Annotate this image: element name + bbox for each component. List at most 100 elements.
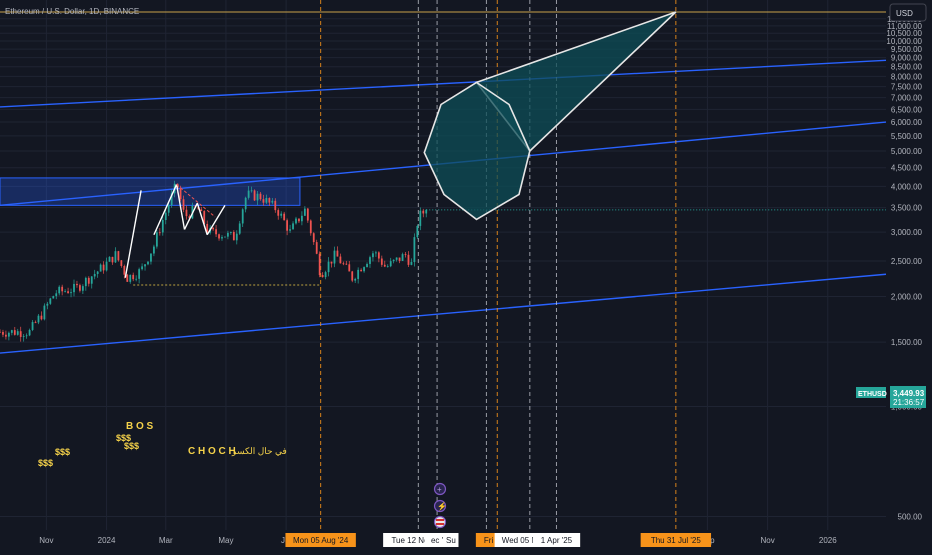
- candle-body: [309, 220, 312, 234]
- candle-body: [188, 216, 191, 219]
- projection-polygon[interactable]: [423, 81, 531, 221]
- candle-body: [46, 303, 49, 306]
- plus-icon: +: [437, 485, 442, 494]
- structure-line[interactable]: [183, 202, 198, 230]
- x-date-label: Thu 31 Jul '25: [651, 536, 702, 545]
- channel-line[interactable]: [0, 273, 887, 354]
- candle-body: [2, 331, 4, 335]
- candle-body: [218, 234, 220, 239]
- candle-body: [22, 336, 25, 337]
- candle-body: [167, 205, 170, 213]
- x-tick-label: Nov: [39, 536, 53, 545]
- structure-line[interactable]: [176, 184, 216, 218]
- x-axis[interactable]: Nov2024MarMayJulSepNov2026Mon 05 Aug '24…: [39, 533, 837, 547]
- x-date-label-box[interactable]: [640, 533, 712, 547]
- currency-label: USD: [896, 9, 913, 18]
- candle-body: [369, 257, 371, 264]
- structure-line[interactable]: [196, 202, 208, 235]
- price-tag[interactable]: ETHUSD 3,449.93 21:36:57: [856, 386, 926, 408]
- candle-body: [235, 233, 238, 241]
- liquidity-label: $$$: [124, 441, 139, 451]
- structure-lines[interactable]: [124, 184, 321, 286]
- candle-body: [315, 242, 318, 254]
- y-tick-label: 5,500.00: [891, 132, 923, 141]
- liquidity-label: $$$: [116, 433, 131, 443]
- candle-body: [298, 218, 300, 222]
- candle-body: [247, 190, 250, 198]
- structure-line[interactable]: [206, 204, 226, 236]
- candle-body: [321, 275, 324, 278]
- x-tick-label: 2026: [819, 536, 837, 545]
- y-tick-label: 1,500.00: [891, 338, 923, 347]
- candle-body: [345, 263, 348, 265]
- candle-body: [372, 253, 374, 258]
- candle-body: [158, 232, 161, 234]
- candle-body: [277, 210, 280, 216]
- x-date-label: ec ': [431, 536, 444, 545]
- candle-body: [99, 264, 102, 272]
- candle-body: [354, 278, 357, 281]
- candle-body: [377, 252, 380, 259]
- us-flag-icon[interactable]: [433, 515, 447, 529]
- y-tick-label: 10,500.00: [886, 29, 922, 38]
- candle-body: [330, 261, 333, 264]
- candle-body: [265, 198, 268, 203]
- candle-body: [120, 260, 123, 266]
- candle-body: [40, 315, 43, 320]
- candle-body: [395, 257, 398, 260]
- liquidity-label: $$$: [55, 447, 70, 457]
- candle-body: [52, 296, 55, 299]
- candle-body: [55, 293, 58, 297]
- candle-body: [419, 210, 422, 226]
- candle-body: [229, 231, 232, 233]
- candle-body: [138, 269, 141, 279]
- candle-body: [339, 256, 342, 264]
- structure-line[interactable]: [175, 184, 186, 230]
- x-tick-label: 2024: [98, 536, 116, 545]
- y-tick-label: 9,500.00: [891, 45, 923, 54]
- structure-line[interactable]: [124, 190, 142, 278]
- candle-body: [43, 305, 46, 320]
- lightning-icon[interactable]: [433, 499, 447, 513]
- candle-body: [413, 237, 416, 263]
- candle-body: [232, 231, 235, 241]
- price-tag-price: 3,449.93: [893, 389, 925, 398]
- channel-line[interactable]: [0, 59, 887, 108]
- plus-icon[interactable]: [433, 482, 447, 496]
- candle-body: [422, 210, 425, 214]
- currency-button[interactable]: USD: [889, 3, 927, 22]
- candle-body: [280, 213, 283, 216]
- x-date-label-box[interactable]: [532, 533, 581, 547]
- candle-body: [392, 259, 395, 262]
- candle-body: [96, 271, 99, 274]
- price-tag-symbol: ETHUSD: [858, 391, 887, 398]
- candle-body: [253, 190, 256, 201]
- candle-body: [132, 274, 135, 280]
- event-icons[interactable]: + ⚡: [433, 482, 447, 529]
- lightning-icon: ⚡: [437, 501, 447, 511]
- candle-body: [5, 334, 7, 337]
- candle-body: [64, 291, 67, 293]
- y-tick-label: 6,000.00: [891, 118, 923, 127]
- candle-body: [67, 291, 69, 294]
- candle-body: [306, 208, 309, 221]
- vertical-markers[interactable]: [320, 0, 677, 530]
- candle-body: [87, 277, 90, 284]
- y-axis[interactable]: 500.001,000.001,500.002,000.002,500.003,…: [886, 15, 922, 522]
- candle-body: [212, 227, 215, 230]
- projection-shape[interactable]: [423, 11, 677, 221]
- candle-body: [289, 229, 291, 231]
- candle-body: [292, 223, 294, 230]
- x-date-label: Su: [446, 536, 456, 545]
- liquidity-label: $$$: [38, 458, 53, 468]
- us-flag-icon: [436, 523, 444, 525]
- x-date-label-box[interactable]: [424, 533, 450, 547]
- choch-label: C H O C H: [188, 446, 236, 457]
- x-date-label-box[interactable]: [443, 533, 459, 547]
- candle-body: [250, 190, 253, 192]
- x-date-label-box[interactable]: [285, 533, 356, 547]
- candle-body: [70, 292, 72, 294]
- structure-line[interactable]: [153, 184, 178, 236]
